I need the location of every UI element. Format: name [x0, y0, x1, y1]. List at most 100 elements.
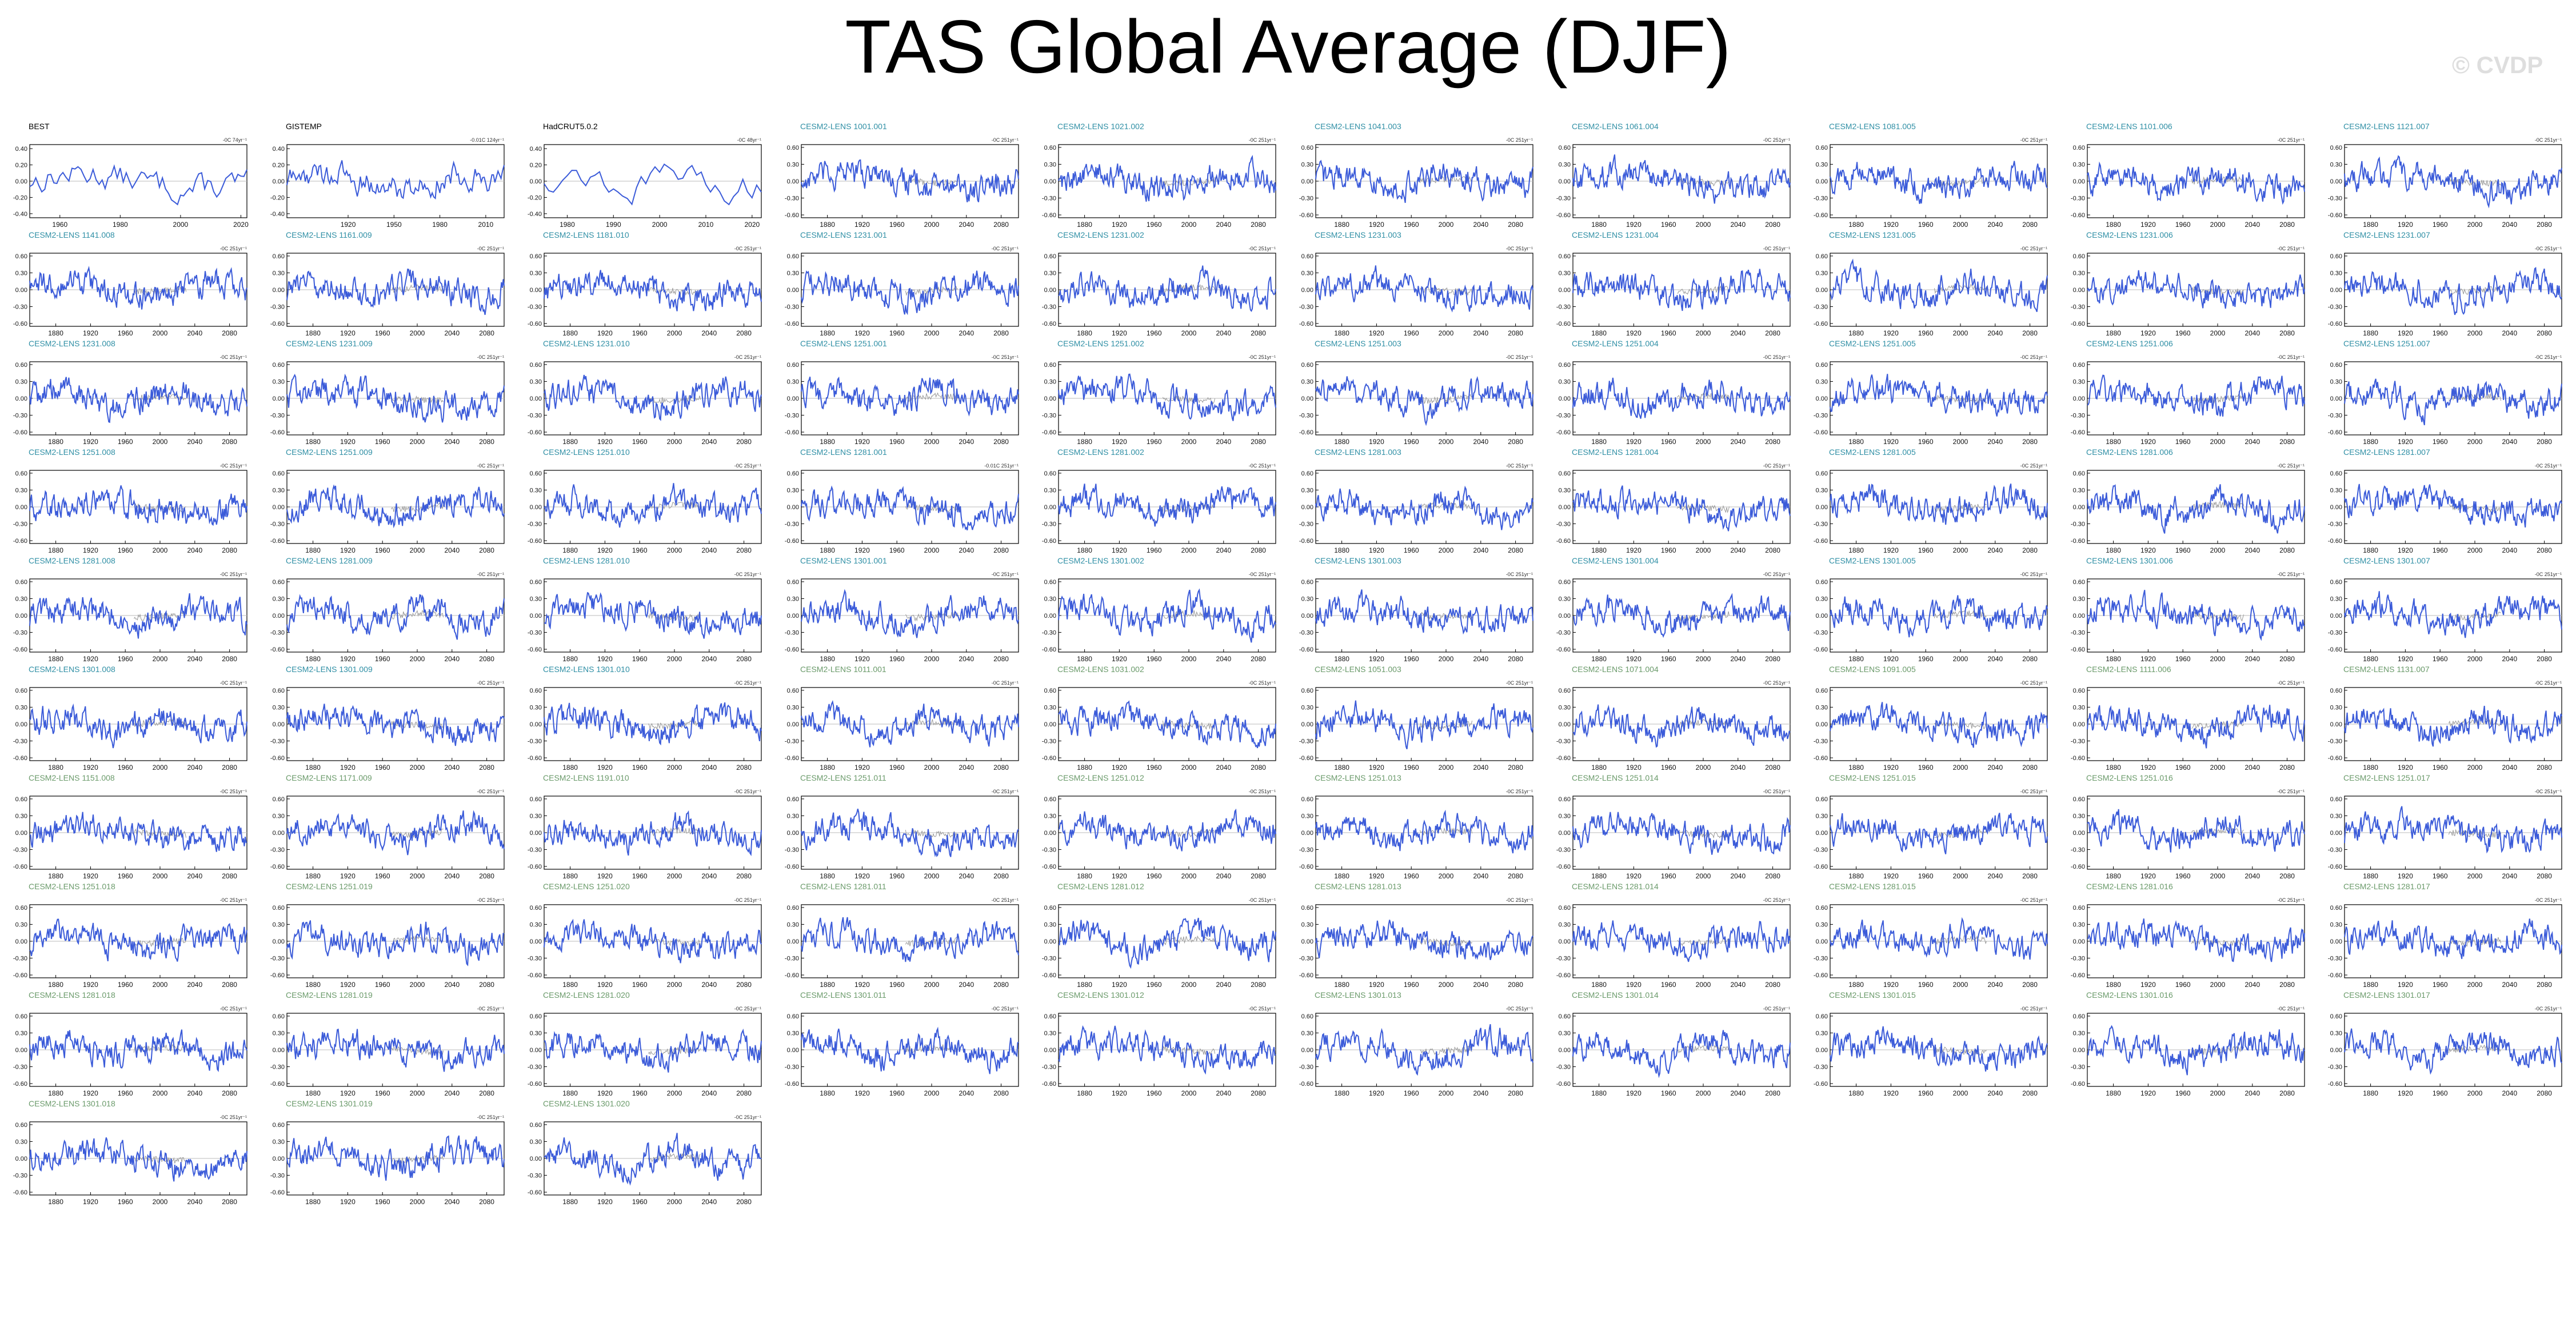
series-line — [1572, 812, 1791, 855]
y-tick-label: -0.60 — [1814, 429, 1828, 436]
x-tick-label: 2040 — [701, 872, 717, 880]
y-tick-label: 0.30 — [1816, 378, 1828, 385]
panel-trend-label: -0C 251yr⁻¹ — [1505, 789, 1533, 794]
x-tick-label: 1880 — [1334, 764, 1349, 772]
x-tick-label: 2080 — [479, 1198, 494, 1206]
panel-title: CESM2-LENS 1251.009 — [286, 447, 373, 457]
y-tick-label: 0.60 — [1816, 796, 1828, 803]
panel-trend-label: -0C 251yr⁻¹ — [2534, 137, 2562, 143]
series-line — [1830, 813, 2048, 854]
panel-trend-label: -0C 251yr⁻¹ — [1505, 680, 1533, 686]
panel-trend-label: -0C 251yr⁻¹ — [477, 571, 504, 577]
y-tick-label: 0.30 — [2330, 704, 2342, 711]
series-line — [1572, 593, 1791, 638]
y-tick-label: -0.60 — [2328, 864, 2342, 870]
x-tick-label: 1960 — [1147, 764, 1162, 772]
y-tick-label: 0.30 — [2073, 921, 2085, 928]
y-tick-label: 0.00 — [787, 721, 799, 728]
panel-trend-label: -0C 251yr⁻¹ — [734, 246, 761, 251]
x-tick-label: 2080 — [1508, 546, 1523, 554]
x-tick-label: 1880 — [1848, 329, 1864, 337]
timeseries-panel: CESM2-LENS 1281.005 -0C 251yr⁻¹ 0.60 0.30 0.… — [1800, 447, 2058, 557]
y-tick-label: -0.60 — [528, 972, 542, 979]
y-tick-label: 0.60 — [787, 688, 799, 694]
panel-title: CESM2-LENS 1301.019 — [286, 1099, 373, 1108]
y-tick-label: 0.60 — [2330, 579, 2342, 586]
x-tick-label: 1960 — [1147, 1089, 1162, 1097]
x-tick-label: 1920 — [2398, 329, 2413, 337]
y-tick-label: 0.00 — [2330, 830, 2342, 837]
y-tick-label: 0.30 — [2330, 921, 2342, 928]
y-tick-label: 0.00 — [15, 613, 27, 619]
y-tick-label: 0.00 — [530, 830, 542, 837]
x-tick-label: 1920 — [2398, 981, 2413, 989]
y-tick-label: -0.30 — [270, 630, 285, 637]
y-tick-label: 0.30 — [273, 487, 285, 494]
y-tick-label: -0.30 — [1556, 195, 1571, 202]
panel-trend-label: -0C 251yr⁻¹ — [1763, 463, 1790, 469]
x-tick-label: 1920 — [1626, 221, 1642, 229]
y-tick-label: 0.60 — [273, 796, 285, 803]
x-tick-label: 1960 — [118, 655, 133, 663]
x-tick-label: 2000 — [924, 764, 940, 772]
y-tick-label: -0.60 — [1814, 755, 1828, 762]
x-tick-label: 1920 — [1112, 872, 1127, 880]
y-tick-label: 0.60 — [1044, 579, 1056, 586]
panel-trend-label: -0C 251yr⁻¹ — [1505, 246, 1533, 251]
y-tick-label: 0.30 — [15, 595, 27, 602]
y-tick-label: 0.00 — [1816, 938, 1828, 945]
x-tick-label: 1880 — [48, 1198, 63, 1206]
y-tick-label: -0.60 — [528, 864, 542, 870]
x-tick-label: 2000 — [1181, 764, 1197, 772]
y-tick-label: -0.60 — [2328, 212, 2342, 219]
x-tick-label: 2040 — [701, 546, 717, 554]
timeseries-panel: CESM2-LENS 1251.004 -0C 251yr⁻¹ 0.60 0.30 0.… — [1543, 339, 1800, 449]
x-tick-label: 2000 — [924, 221, 940, 229]
x-tick-label: 2040 — [1987, 981, 2003, 989]
y-tick-label: -0.30 — [2328, 304, 2342, 311]
x-tick-label: 1920 — [83, 655, 98, 663]
timeseries-panel: CESM2-LENS 1231.005 -0C 251yr⁻¹ 0.60 0.30 0.… — [1800, 230, 2058, 340]
x-tick-label: 2080 — [479, 764, 494, 772]
y-tick-label: -0.30 — [2071, 195, 2085, 202]
y-tick-label: -0.60 — [2071, 972, 2085, 979]
panel-trend-label: -0C 251yr⁻¹ — [991, 1006, 1019, 1012]
y-tick-label: -0.30 — [785, 413, 799, 419]
y-tick-label: 0.60 — [1301, 1013, 1313, 1020]
panel-trend-label: -0C 251yr⁻¹ — [1763, 571, 1790, 577]
x-tick-label: 1920 — [340, 981, 356, 989]
y-tick-label: 0.00 — [2330, 1047, 2342, 1054]
x-tick-label: 1880 — [2363, 764, 2378, 772]
x-tick-label: 2000 — [153, 1089, 168, 1097]
timeseries-panel: CESM2-LENS 1251.017 -0C 251yr⁻¹ 0.60 0.30 0.… — [2315, 773, 2572, 883]
y-tick-label: -0.60 — [270, 646, 285, 653]
x-tick-label: 2000 — [410, 981, 425, 989]
y-tick-label: -0.30 — [13, 956, 27, 962]
x-tick-label: 1960 — [375, 764, 390, 772]
x-tick-label: 1880 — [48, 872, 63, 880]
y-tick-label: 0.60 — [273, 688, 285, 694]
panel-title: CESM2-LENS 1251.003 — [1315, 339, 1401, 348]
x-tick-label: 1920 — [597, 872, 613, 880]
x-tick-label: 2000 — [2210, 1089, 2226, 1097]
y-tick-label: 0.00 — [2073, 287, 2085, 294]
reference-series-line — [133, 937, 187, 948]
series-line — [2087, 484, 2305, 534]
x-tick-label: 1960 — [1918, 221, 1934, 229]
x-tick-label: 1880 — [2106, 221, 2121, 229]
y-tick-label: -0.60 — [785, 538, 799, 545]
x-tick-label: 1920 — [1626, 872, 1642, 880]
y-tick-label: 0.30 — [2073, 1030, 2085, 1037]
panel-title: CESM2-LENS 1281.012 — [1057, 882, 1144, 891]
y-tick-label: 0.60 — [1301, 796, 1313, 803]
y-tick-label: 0.30 — [1044, 487, 1056, 494]
timeseries-panel: CESM2-LENS 1301.017 -0C 251yr⁻¹ 0.60 0.30 0.… — [2315, 990, 2572, 1100]
y-tick-label: 0.30 — [1559, 921, 1571, 928]
y-tick-label: 0.30 — [530, 487, 542, 494]
